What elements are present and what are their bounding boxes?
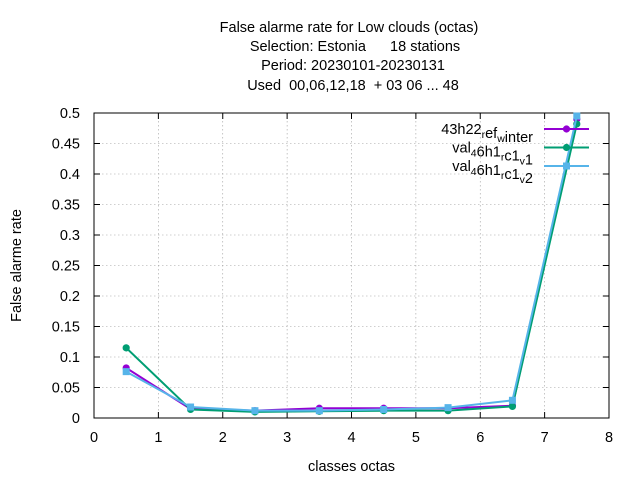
data-point [573, 112, 581, 120]
y-axis-label: False alarme rate [9, 209, 25, 322]
y-tick-label: 0.05 [52, 381, 80, 397]
title-line-4: Used 00,06,12,18 + 03 06 ... 48 [247, 78, 459, 94]
y-tick-label: 0.2 [60, 289, 80, 305]
data-point [508, 402, 517, 411]
title-line-1: False alarme rate for Low clouds (octas) [220, 20, 479, 36]
legend-entry: 43h22refwinter [441, 122, 589, 146]
x-tick-label: 8 [605, 430, 613, 446]
title-line-3: Period: 20230101-20230131 [261, 58, 445, 74]
axis-ticks: 0 1 2 3 4 5 6 7 8 0 0.05 0.1 0.15 0.2 0.25 0.3 0.35 0.4 0.… [52, 106, 613, 446]
legend-label: 43h22refwinter [441, 122, 533, 146]
y-tick-label: 0.45 [52, 137, 80, 153]
legend-label: val46h1rc1v1 [452, 141, 533, 169]
series-3 [122, 112, 581, 415]
x-tick-label: 2 [219, 430, 227, 446]
y-tick-label: 0.4 [60, 167, 80, 183]
data-point [122, 344, 130, 352]
legend-label: val46h1rc1v2 [452, 159, 533, 187]
x-tick-label: 0 [90, 430, 98, 446]
legend-marker [562, 143, 571, 152]
y-tick-label: 0.5 [60, 106, 80, 122]
data-point [187, 403, 195, 411]
x-tick-label: 5 [412, 430, 420, 446]
data-point [508, 396, 516, 404]
x-tick-label: 3 [283, 430, 291, 446]
y-tick-label: 0 [72, 411, 80, 427]
x-tick-label: 4 [347, 430, 355, 446]
x-tick-label: 6 [476, 430, 484, 446]
y-tick-label: 0.15 [52, 320, 80, 336]
legend-entry: val46h1rc1v2 [452, 159, 589, 187]
legend-marker [562, 125, 571, 133]
chart-title: False alarme rate for Low clouds (octas)… [220, 20, 479, 94]
series-2 [122, 120, 581, 416]
x-axis-label: classes octas [308, 459, 395, 475]
y-tick-label: 0.1 [60, 350, 80, 366]
series-line [125, 115, 578, 412]
data-point [380, 405, 388, 413]
y-tick-label: 0.3 [60, 228, 80, 244]
legend-marker [563, 162, 570, 170]
y-tick-label: 0.35 [52, 198, 80, 214]
title-line-2: Selection: Estonia 18 stations [250, 39, 460, 55]
legend-entry: val46h1rc1v1 [452, 141, 589, 169]
x-tick-label: 1 [154, 430, 162, 446]
x-tick-label: 7 [541, 430, 549, 446]
y-tick-label: 0.25 [52, 259, 80, 275]
data-point [251, 407, 259, 415]
data-point [444, 404, 452, 412]
data-point [315, 407, 323, 415]
series-group [122, 112, 581, 416]
data-point [122, 368, 130, 376]
